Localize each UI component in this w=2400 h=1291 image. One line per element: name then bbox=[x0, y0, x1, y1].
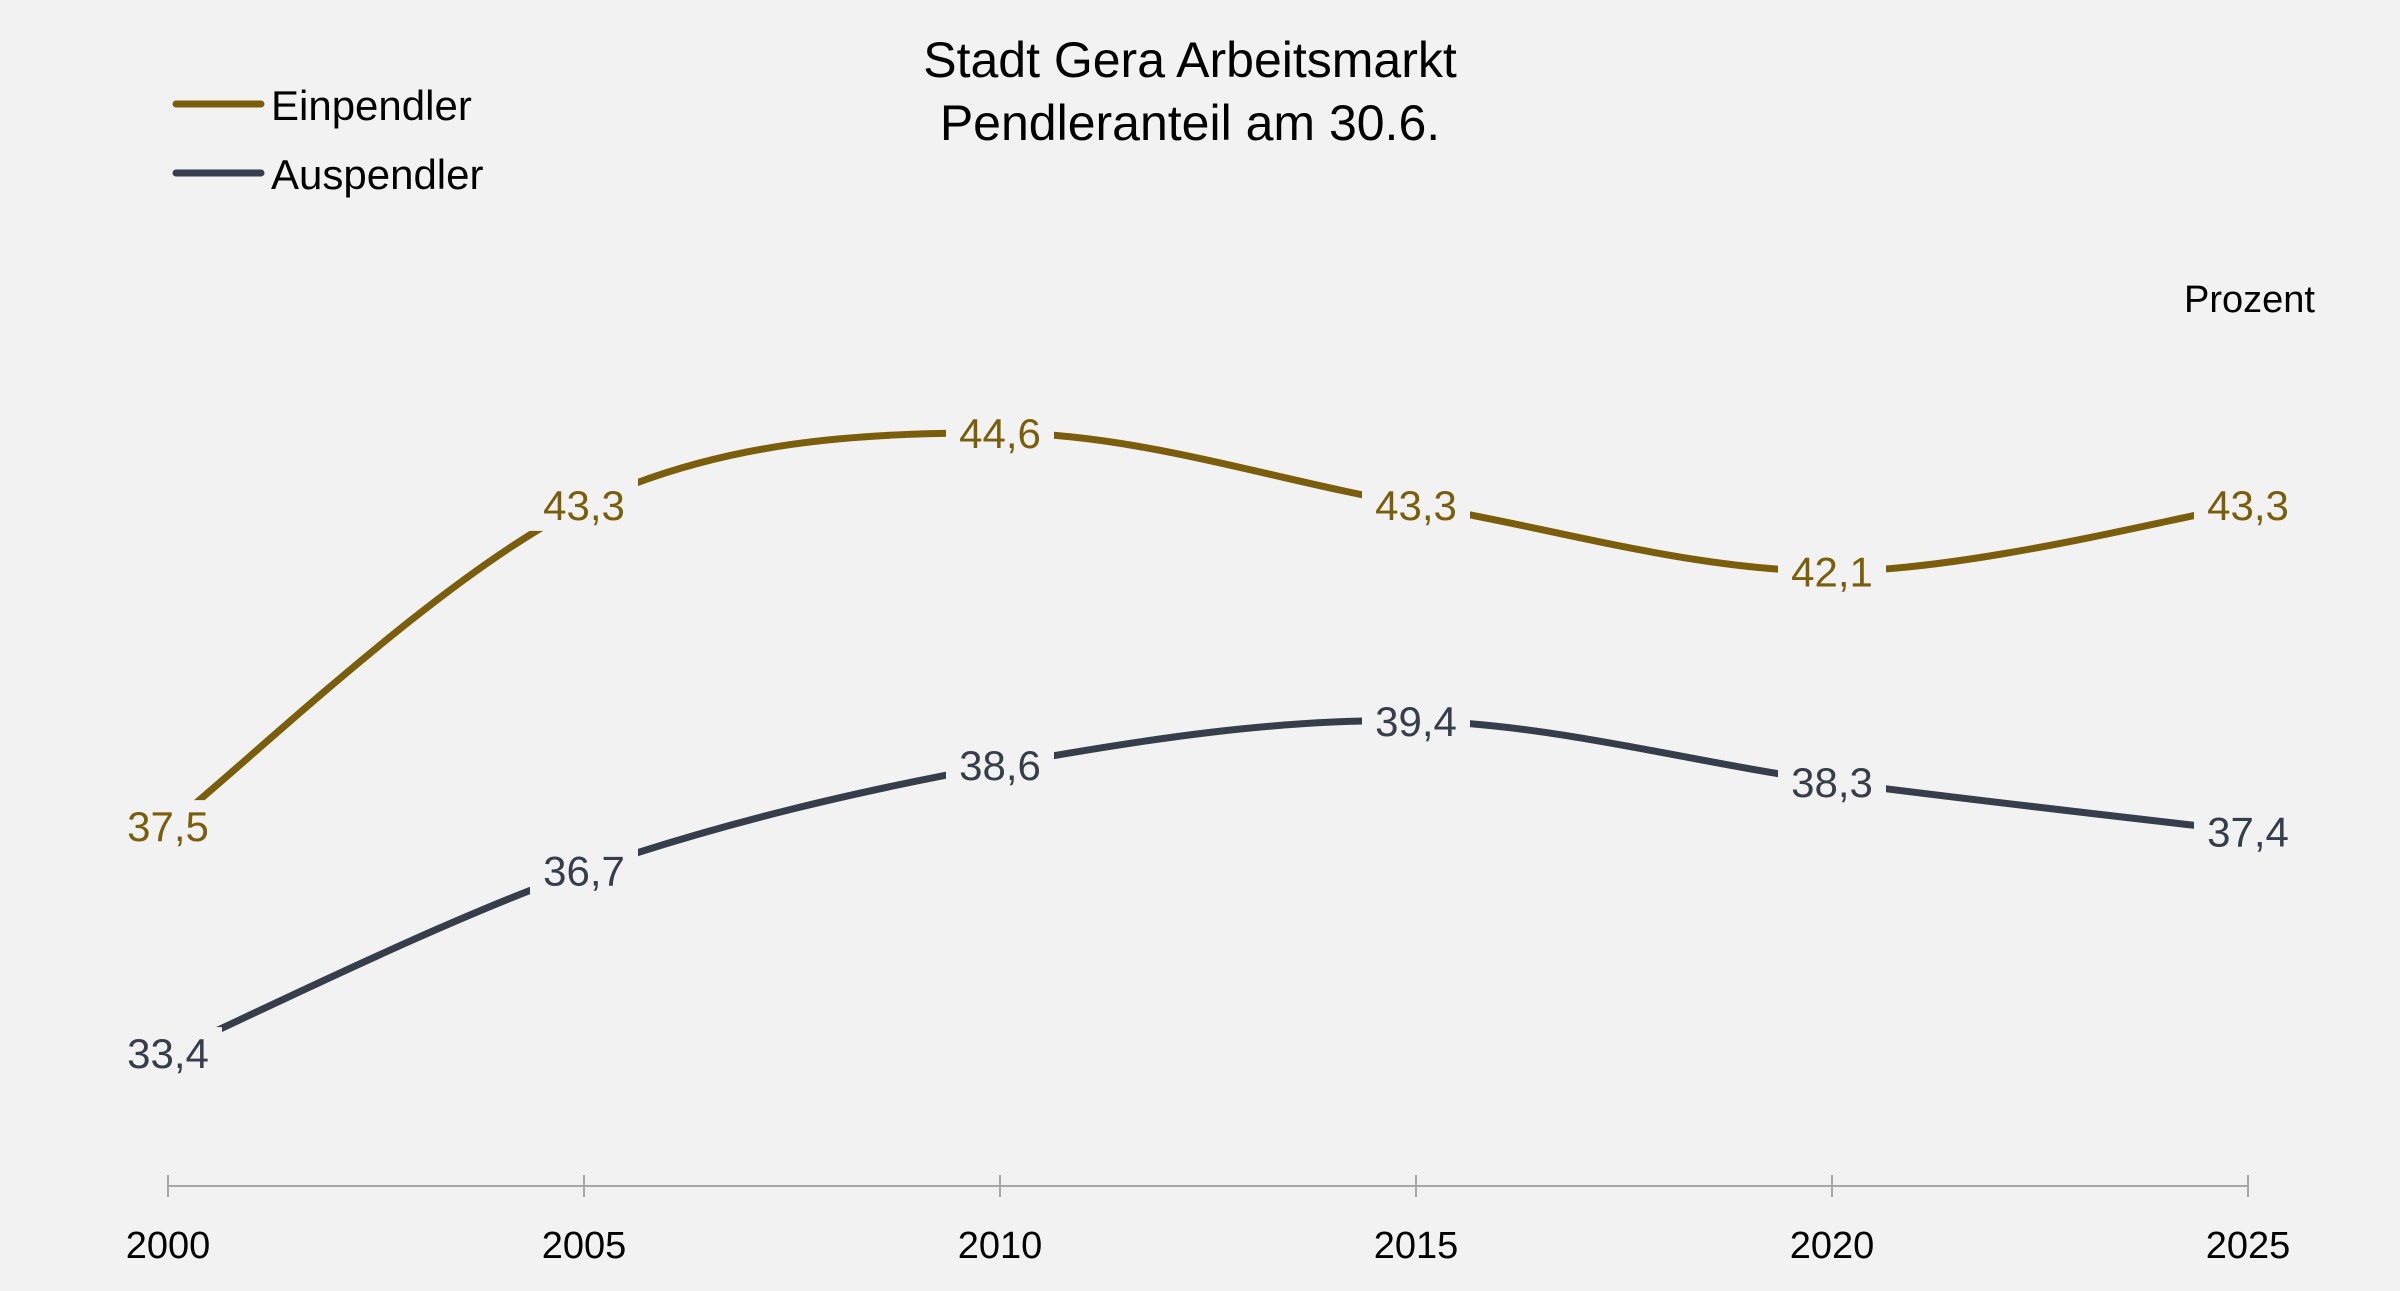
legend-label-einpendler: Einpendler bbox=[271, 82, 472, 129]
x-tick-label-2025: 2025 bbox=[2206, 1225, 2291, 1267]
x-axis: 2000 2005 2010 2015 2020 2025 bbox=[126, 1175, 2291, 1267]
data-label-bg-auspendler-2015 bbox=[1362, 694, 1470, 747]
data-label-auspendler-2005: 36,7 bbox=[543, 847, 625, 894]
data-label-bg-einpendler-2010 bbox=[946, 406, 1054, 459]
data-label-bg-einpendler-2015 bbox=[1362, 478, 1470, 531]
data-label-einpendler-2000: 37,5 bbox=[127, 803, 209, 850]
x-tick-label-2000: 2000 bbox=[126, 1225, 211, 1267]
data-label-auspendler-2025: 37,4 bbox=[2207, 809, 2289, 856]
data-label-einpendler-2020: 42,1 bbox=[1791, 548, 1873, 595]
data-label-bg-auspendler-2025 bbox=[2194, 805, 2302, 858]
data-label-auspendler-2015: 39,4 bbox=[1375, 698, 1457, 745]
data-label-bg-einpendler-2025 bbox=[2194, 478, 2302, 531]
series-line-auspendler bbox=[164, 717, 2252, 1057]
data-label-auspendler-2020: 38,3 bbox=[1791, 759, 1873, 806]
data-label-einpendler-2025: 43,3 bbox=[2207, 482, 2289, 529]
data-label-bg-einpendler-2020 bbox=[1778, 545, 1886, 598]
data-label-bg-auspendler-2010 bbox=[946, 739, 1054, 792]
data-label-bg-auspendler-2000 bbox=[114, 1027, 222, 1080]
x-tick-label-2010: 2010 bbox=[958, 1225, 1043, 1267]
data-label-bg-einpendler-2000 bbox=[114, 800, 222, 853]
data-label-bg-auspendler-2005 bbox=[530, 844, 638, 897]
data-label-einpendler-2015: 43,3 bbox=[1375, 482, 1457, 529]
chart-title: Stadt Gera Arbeitsmarkt bbox=[923, 32, 1457, 88]
series-layer: 37,5 43,3 44,6 43,3 42,1 43,3 33,4 36,7 38,6 39,4… bbox=[114, 406, 2302, 1080]
chart-title-group: Stadt Gera Arbeitsmarkt Pendleranteil am… bbox=[923, 32, 1457, 151]
data-label-bg-auspendler-2020 bbox=[1778, 755, 1886, 808]
x-tick-label-2015: 2015 bbox=[1374, 1225, 1459, 1267]
x-tick-label-2020: 2020 bbox=[1790, 1225, 1875, 1267]
legend-label-auspendler: Auspendler bbox=[271, 151, 483, 198]
data-label-bg-einpendler-2005 bbox=[530, 478, 638, 531]
unit-label: Prozent bbox=[2184, 279, 2315, 321]
data-label-auspendler-2010: 38,6 bbox=[959, 742, 1041, 789]
x-tick-label-2005: 2005 bbox=[542, 1225, 627, 1267]
legend: Einpendler Auspendler bbox=[172, 82, 483, 198]
chart-subtitle: Pendleranteil am 30.6. bbox=[940, 95, 1440, 151]
data-label-einpendler-2005: 43,3 bbox=[543, 482, 625, 529]
data-label-auspendler-2000: 33,4 bbox=[127, 1030, 209, 1077]
series-line-einpendler bbox=[164, 429, 2252, 830]
data-label-einpendler-2010: 44,6 bbox=[959, 410, 1041, 457]
